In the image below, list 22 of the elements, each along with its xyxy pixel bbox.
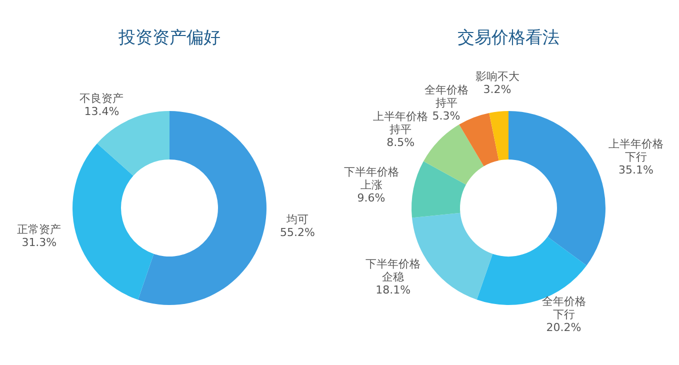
- data-label: 35.1%: [618, 163, 654, 176]
- data-label: 20.2%: [546, 320, 582, 334]
- data-label: 9.6%: [357, 191, 386, 204]
- slice-label: 不良资产: [80, 92, 124, 106]
- chart-title: 投资资产偏好: [118, 27, 222, 50]
- slice-label: 影响不大: [475, 70, 520, 83]
- slice-label: 下半年价格企稳: [366, 257, 421, 284]
- data-label: 8.5%: [386, 136, 415, 149]
- slice-label: 上半年价格下行: [608, 137, 664, 164]
- slice-label: 上半年价格持平: [373, 110, 428, 136]
- data-label: 18.1%: [376, 283, 411, 296]
- slice-label: 正常资产: [17, 222, 62, 236]
- slice-label: 全年价格持平: [424, 83, 468, 110]
- slice-label: 下半年价格上涨: [344, 165, 399, 192]
- chart-title: 交易价格看法: [456, 27, 560, 50]
- data-label: 5.3%: [432, 109, 460, 122]
- data-label: 13.4%: [84, 105, 120, 118]
- data-label: 3.2%: [483, 82, 512, 96]
- slice-label: 均可: [285, 212, 308, 226]
- data-label: 55.2%: [280, 226, 315, 239]
- slice-label: 全年价格下行: [542, 294, 586, 321]
- data-label: 31.3%: [22, 236, 57, 249]
